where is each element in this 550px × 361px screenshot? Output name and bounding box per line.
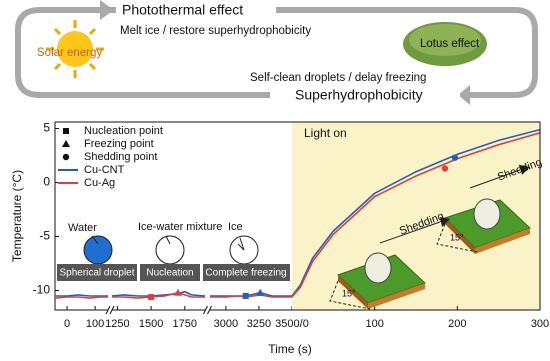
- legend-label: Cu-Ag: [84, 177, 115, 189]
- state-caption: Complete freezing: [205, 268, 286, 279]
- bottom-arrow-label: Superhydrophobicity: [295, 87, 423, 103]
- state-label: Ice: [228, 221, 243, 233]
- axis-break: [203, 305, 212, 315]
- shed-arrow: [379, 221, 441, 244]
- y-tick-label: -5: [39, 229, 50, 243]
- legend-marker: [62, 153, 70, 161]
- shedding-point: [441, 165, 449, 172]
- lotus-leaf: [409, 24, 481, 56]
- top-caption: Melt ice / restore superhydrophobicity: [120, 25, 311, 37]
- shedding-point: [451, 154, 459, 161]
- legend-marker: [63, 128, 69, 134]
- x-tick-label: 0: [64, 318, 70, 330]
- state-label: Ice-water mixture: [138, 221, 222, 233]
- shed-arrow: [469, 169, 521, 189]
- x-tick-label: 1750: [173, 318, 197, 330]
- legend-label: Cu-CNT: [84, 164, 125, 176]
- x-tick-label: 100: [365, 318, 383, 330]
- right-label: Lotus effect: [420, 38, 480, 50]
- legend-marker: [62, 140, 70, 147]
- x-tick-label: 100: [86, 318, 104, 330]
- left-label: Solar energy: [37, 47, 102, 59]
- x-tick-label: 3000: [214, 318, 238, 330]
- series-line: [55, 294, 108, 297]
- surface-edge: [338, 275, 368, 309]
- pointer: [237, 237, 245, 251]
- legend-label: Nucleation point: [84, 125, 163, 137]
- angle-guide: [436, 223, 478, 253]
- series-line: [112, 291, 205, 299]
- axis-break: [108, 307, 112, 313]
- caption-box: [140, 264, 200, 281]
- state-caption: Nucleation: [146, 268, 193, 279]
- x-tick-label: 3500/0: [275, 318, 309, 330]
- arrow-head: [440, 217, 450, 227]
- freezing-point: [174, 288, 183, 296]
- state-label: Water: [68, 222, 97, 234]
- droplet: [473, 198, 501, 230]
- droplet: [364, 252, 392, 284]
- inset: Water Ice-water mixture Ice Spherical dr…: [57, 221, 290, 281]
- x-axis-label: Time (s): [268, 342, 312, 356]
- freezing-point: [256, 288, 265, 296]
- label-bg: [116, 0, 276, 20]
- series-line: [111, 290, 206, 297]
- arrow-head: [520, 165, 530, 175]
- nucleation-point: [148, 294, 155, 301]
- x-tick-label: 1500: [139, 318, 163, 330]
- arrow-head: [100, 0, 114, 20]
- surface-edge: [475, 228, 530, 254]
- label-bg: [290, 86, 460, 104]
- state-caption: Spherical droplet: [59, 268, 134, 279]
- caption-box: [57, 264, 137, 281]
- series-line: [55, 296, 108, 299]
- top-arrow-label: Photothermal effect: [122, 2, 243, 18]
- cycle-arrow: [15, 7, 270, 98]
- x-tick-label: 200: [448, 318, 466, 330]
- legend-label: Freezing point: [84, 138, 154, 150]
- surface-edge: [445, 218, 475, 254]
- sun: [46, 20, 104, 78]
- x-tick-label: 1250: [105, 318, 129, 330]
- y-tick-label: 5: [43, 121, 50, 135]
- caption-box: [203, 264, 290, 281]
- arrow-head: [458, 85, 470, 105]
- cycle-diagram: Photothermal effect Melt ice / restore s…: [15, 0, 538, 105]
- pointer: [165, 235, 171, 245]
- axis-break: [105, 305, 115, 315]
- axis-break: [205, 307, 210, 313]
- pointer: [91, 235, 99, 245]
- y-axis-label: Temperature (°C): [10, 170, 24, 262]
- nucleation-point: [242, 292, 249, 299]
- legend-label: Shedding point: [84, 151, 157, 163]
- series-line: [291, 132, 541, 298]
- angle-guide: [329, 280, 371, 310]
- angle-label: 15°: [342, 288, 356, 298]
- series-line: [291, 128, 541, 297]
- x-tick-label: 3250: [247, 318, 271, 330]
- cycle-arrow: [60, 7, 538, 98]
- droplet-water: [83, 235, 113, 265]
- light-label: Light on: [304, 126, 347, 140]
- plot-frame: [54, 121, 541, 311]
- y-tick-label: 0: [43, 175, 50, 189]
- angle-label: 15°: [450, 232, 464, 242]
- surface-edge: [368, 283, 425, 309]
- y-tick-label: -10: [33, 283, 51, 297]
- x-tick-label: 300: [531, 318, 549, 330]
- bottom-caption: Self-clean droplets / delay freezing: [250, 72, 426, 84]
